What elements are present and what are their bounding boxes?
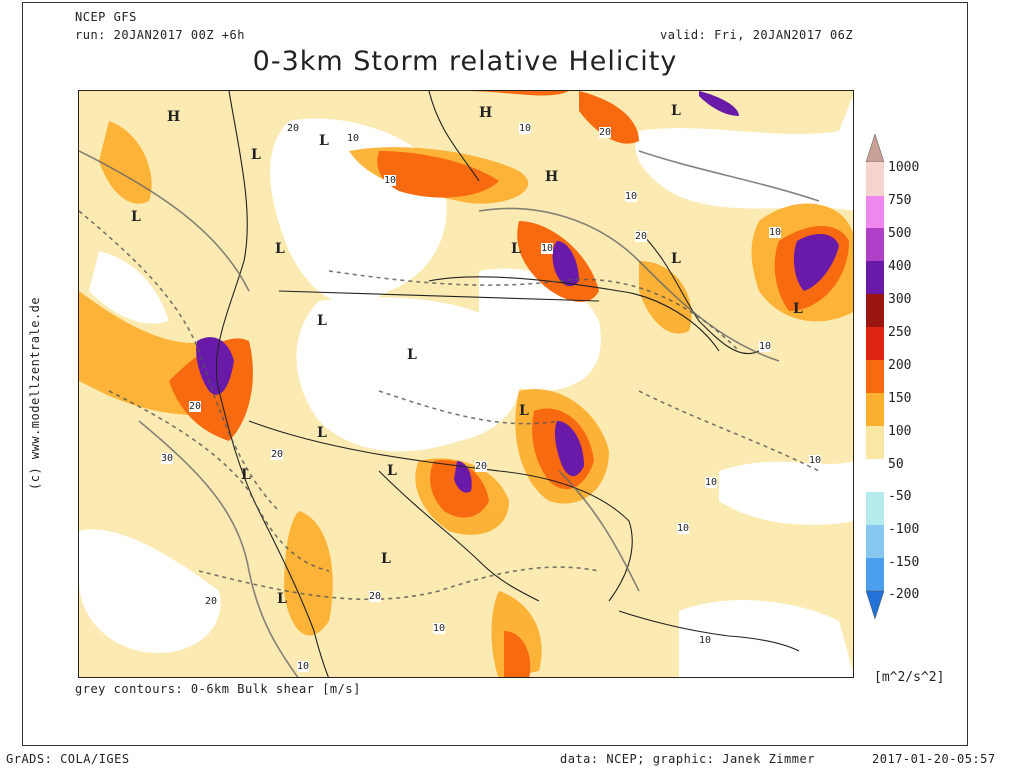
contour-label: 10 <box>705 477 718 488</box>
low-center: L <box>793 301 803 317</box>
bulk-shear-contours <box>79 210 820 601</box>
legend-label: -50 <box>888 489 912 504</box>
low-center: L <box>131 209 141 225</box>
bin-200-250 <box>866 327 884 360</box>
bin-neg150-neg100 <box>866 525 884 558</box>
low-center: L <box>317 313 327 329</box>
copyright-side: (c) www.modellzentrale.de <box>28 296 42 490</box>
extreme-helicity-areas <box>196 91 839 493</box>
legend-label: -100 <box>888 522 920 537</box>
contour-label: 10 <box>347 133 360 144</box>
bin-neg200-neg150 <box>866 558 884 591</box>
contour-label: 30 <box>161 453 174 464</box>
low-center: L <box>241 467 251 483</box>
helicity-map: 20 10 10 10 20 10 10 20 30 10 20 20 20 1… <box>78 90 854 678</box>
legend-units: [m^2/s^2] <box>874 670 945 685</box>
chart-title: 0-3km Storm relative Helicity <box>252 46 678 77</box>
run-time: run: 20JAN2017 00Z +6h <box>75 28 245 42</box>
colorbar-top-arrow <box>865 133 885 163</box>
contour-label: 10 <box>769 227 782 238</box>
high-center: H <box>479 105 493 121</box>
contour-note: grey contours: 0-6km Bulk shear [m/s] <box>75 682 361 696</box>
contour-label: 20 <box>189 401 202 412</box>
bin-neg50-50 <box>866 459 884 492</box>
legend-label: 300 <box>888 292 912 307</box>
low-center: L <box>387 463 397 479</box>
legend-label: -200 <box>888 587 920 602</box>
contour-label: 10 <box>699 635 712 646</box>
low-center: L <box>277 591 287 607</box>
contour-label: 20 <box>369 591 382 602</box>
low-center: L <box>275 241 285 257</box>
legend-label: 100 <box>888 424 912 439</box>
bin-300-400 <box>866 261 884 294</box>
legend-label: 400 <box>888 259 912 274</box>
data-credit: data: NCEP; graphic: Janek Zimmer <box>560 752 815 766</box>
bin-150-200 <box>866 360 884 393</box>
contour-label: 10 <box>541 243 554 254</box>
low-center: L <box>671 251 681 267</box>
contour-label: 10 <box>519 123 532 134</box>
low-center: L <box>671 103 681 119</box>
low-center: L <box>511 241 521 257</box>
contour-label: 10 <box>384 175 397 186</box>
bulk-shear-solid-contours <box>79 150 820 677</box>
bin-neg100-neg50 <box>866 492 884 525</box>
bin-500-750 <box>866 196 884 228</box>
low-center: L <box>319 133 329 149</box>
figure-frame <box>22 2 968 746</box>
contour-label: 10 <box>433 623 446 634</box>
low-center: L <box>381 551 391 567</box>
contour-label: 20 <box>287 123 300 134</box>
legend-label: 200 <box>888 358 912 373</box>
legend-label: 750 <box>888 193 912 208</box>
timestamp: 2017-01-20-05:57 <box>872 752 996 766</box>
bin-100-150 <box>866 393 884 426</box>
coastlines-borders <box>215 91 800 677</box>
legend-label: 150 <box>888 391 912 406</box>
bin-400-500 <box>866 228 884 261</box>
low-center: L <box>519 403 529 419</box>
contour-label: 10 <box>297 661 310 672</box>
legend-label: 50 <box>888 457 904 472</box>
low-center: L <box>317 425 327 441</box>
contour-label: 10 <box>677 523 690 534</box>
contour-label: 10 <box>809 455 822 466</box>
low-center: L <box>251 147 261 163</box>
bin-250-300 <box>866 294 884 327</box>
colorbar-svg <box>865 133 885 620</box>
legend-label: -150 <box>888 555 920 570</box>
low-center: L <box>407 347 417 363</box>
contour-label: 10 <box>625 191 638 202</box>
contour-label: 10 <box>759 341 772 352</box>
high-center: H <box>167 109 181 125</box>
colorbar-bottom-arrow <box>865 590 885 620</box>
contour-label: 20 <box>205 596 218 607</box>
contour-label: 20 <box>635 231 648 242</box>
software-credit: GrADS: COLA/IGES <box>6 752 130 766</box>
legend-label: 1000 <box>888 160 920 175</box>
bin-50-100 <box>866 426 884 459</box>
bin-750-1000 <box>866 162 884 196</box>
contour-label: 20 <box>271 449 284 460</box>
legend-label: 500 <box>888 226 912 241</box>
model-name: NCEP GFS <box>75 10 137 24</box>
colorbar <box>865 132 885 636</box>
contour-label: 20 <box>599 127 612 138</box>
contour-label: 20 <box>475 461 488 472</box>
high-center: H <box>545 169 559 185</box>
valid-time: valid: Fri, 20JAN2017 06Z <box>660 28 854 42</box>
map-canvas <box>79 91 853 677</box>
legend-label: 250 <box>888 325 912 340</box>
